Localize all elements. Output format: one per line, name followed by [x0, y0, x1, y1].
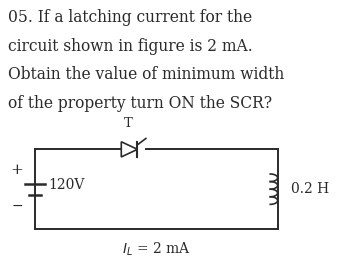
Text: T: T: [124, 117, 133, 130]
Text: circuit shown in figure is 2 mA.: circuit shown in figure is 2 mA.: [8, 37, 253, 54]
Text: 120V: 120V: [49, 178, 85, 192]
Text: Obtain the value of minimum width: Obtain the value of minimum width: [8, 66, 284, 83]
Text: 05. If a latching current for the: 05. If a latching current for the: [8, 9, 252, 26]
Text: of the property turn ON the SCR?: of the property turn ON the SCR?: [8, 95, 272, 112]
Text: −: −: [12, 199, 23, 213]
Text: 0.2 H: 0.2 H: [291, 182, 329, 196]
Text: +: +: [10, 163, 23, 177]
Text: $I_L$ = 2 mA: $I_L$ = 2 mA: [122, 241, 191, 258]
